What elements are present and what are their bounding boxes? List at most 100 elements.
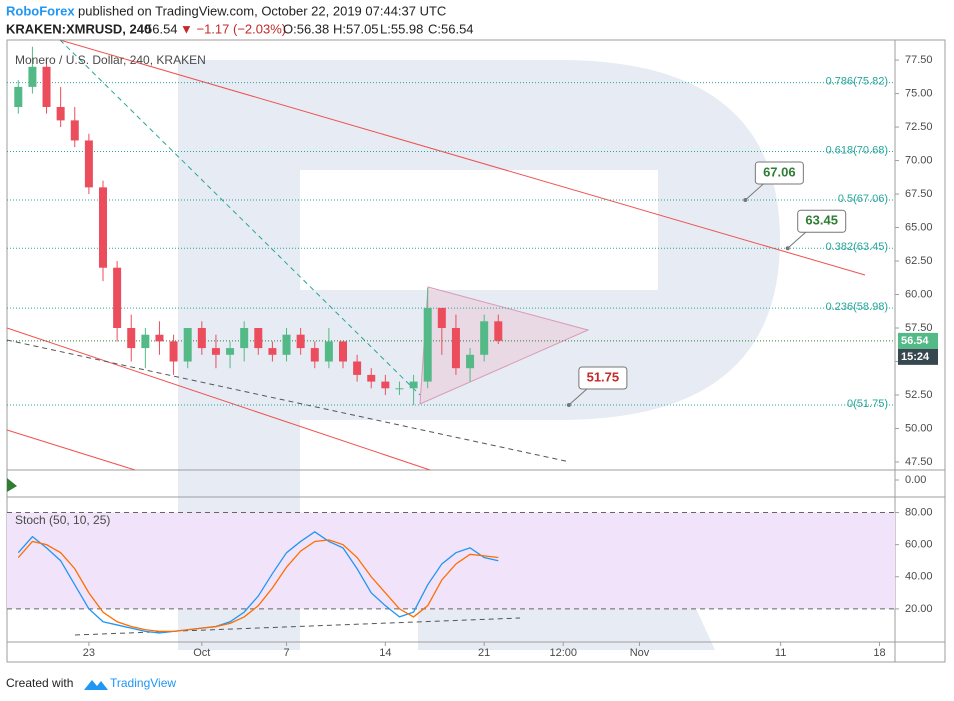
callout-anchor bbox=[566, 403, 571, 408]
stoch-band bbox=[7, 512, 895, 609]
candle-body bbox=[127, 328, 136, 349]
header-close: C:56.54 bbox=[428, 21, 474, 36]
header-high: H:57.05 bbox=[333, 21, 379, 36]
y-tick-label: 47.50 bbox=[905, 456, 933, 468]
last-price-label: 56.54 bbox=[901, 335, 929, 347]
candle-body bbox=[183, 328, 192, 362]
candle-body bbox=[381, 381, 390, 389]
candle-body bbox=[268, 348, 277, 355]
callout-label: 63.45 bbox=[805, 213, 838, 228]
stoch-title: Stoch (50, 10, 25) bbox=[15, 513, 110, 527]
header-low: L:55.98 bbox=[380, 21, 423, 36]
published: published on TradingView.com, October 22… bbox=[78, 3, 446, 18]
y-tick-label: 57.50 bbox=[905, 322, 933, 334]
y-tick-label: 0.00 bbox=[905, 474, 926, 486]
fib-label: 0.786(75.82) bbox=[826, 76, 888, 88]
stoch-line bbox=[17, 539, 499, 633]
callout-box bbox=[797, 209, 847, 233]
x-tick-label: Nov bbox=[630, 647, 650, 659]
callout-anchor bbox=[785, 246, 790, 251]
logo bbox=[84, 680, 108, 690]
footer-brand: TradingView bbox=[110, 676, 176, 690]
x-tick-label: 14 bbox=[379, 647, 391, 659]
y-tick-label: 77.50 bbox=[905, 54, 933, 66]
callout-label: 51.75 bbox=[587, 369, 620, 384]
candle-body bbox=[451, 328, 460, 369]
candle-body bbox=[28, 66, 37, 87]
author: RoboForex bbox=[6, 3, 75, 18]
candle-body bbox=[84, 140, 93, 188]
candle-body bbox=[367, 374, 376, 382]
fib-label: 0.382(63.45) bbox=[826, 241, 888, 253]
fib-label: 0.5(67.06) bbox=[838, 193, 888, 205]
x-tick-label: 12:00 bbox=[549, 647, 577, 659]
candle-body bbox=[240, 328, 249, 349]
candle-body bbox=[14, 86, 23, 107]
candle-body bbox=[395, 388, 404, 390]
callout-box bbox=[754, 161, 804, 185]
candle-body bbox=[282, 334, 291, 355]
y-tick-label: 60.00 bbox=[905, 288, 933, 300]
candle-body bbox=[353, 361, 362, 375]
candle-body bbox=[480, 321, 489, 355]
y-tick-label: 20.00 bbox=[905, 603, 933, 615]
x-tick-label: 18 bbox=[873, 647, 885, 659]
y-tick-label: 50.00 bbox=[905, 422, 933, 434]
candle-body bbox=[99, 187, 107, 268]
chart-title: Monero / U.S. Dollar, 240, KRAKEN bbox=[15, 53, 206, 67]
countdown: 15:24 bbox=[901, 351, 930, 363]
x-tick-label: 7 bbox=[283, 647, 289, 659]
y-tick-label: 65.00 bbox=[905, 221, 933, 233]
header-open: O:56.38 bbox=[283, 21, 329, 36]
footer-text: Created with bbox=[6, 676, 73, 690]
candle-body bbox=[339, 341, 347, 362]
header-change: ▼ −1.17 (−2.03%) bbox=[180, 21, 286, 36]
candle-body bbox=[409, 381, 418, 389]
y-tick-label: 60.00 bbox=[905, 539, 933, 551]
last-price-box bbox=[898, 332, 938, 349]
fib-label: 0.618(70.68) bbox=[826, 144, 888, 156]
candle-body bbox=[423, 307, 432, 382]
candle-body bbox=[141, 334, 150, 349]
candle-body bbox=[324, 341, 333, 362]
candle-body bbox=[226, 348, 235, 355]
callout-pointer bbox=[787, 231, 807, 249]
candle-body bbox=[310, 348, 319, 362]
y-tick-label: 52.50 bbox=[905, 389, 933, 401]
candle-body bbox=[437, 307, 446, 329]
header-price: 56.54 bbox=[145, 21, 178, 36]
y-tick-label: 40.00 bbox=[905, 571, 933, 583]
candle-body bbox=[42, 66, 51, 107]
x-tick-label: 21 bbox=[478, 647, 490, 659]
y-tick-label: 62.50 bbox=[905, 255, 933, 267]
candle-body bbox=[211, 348, 220, 355]
candle-body bbox=[155, 334, 164, 342]
candle-body bbox=[494, 321, 503, 341]
stoch-line bbox=[17, 531, 499, 634]
candle-body bbox=[113, 267, 122, 329]
countdown-box bbox=[898, 348, 938, 365]
y-tick-label: 67.50 bbox=[905, 188, 933, 200]
callout-label: 67.06 bbox=[763, 164, 796, 179]
fib-label: 0.236(58.98) bbox=[826, 301, 888, 313]
y-tick-label: 70.00 bbox=[905, 154, 933, 166]
callout-box bbox=[578, 366, 628, 390]
y-tick-label: 72.50 bbox=[905, 121, 933, 133]
callout-anchor bbox=[743, 197, 748, 202]
symbol: KRAKEN:XMRUSD, 240 bbox=[6, 21, 151, 36]
callout-pointer bbox=[745, 183, 764, 201]
y-tick-label: 80.00 bbox=[905, 506, 933, 518]
fib-label: 0(51.75) bbox=[847, 398, 888, 410]
x-tick-label: 11 bbox=[775, 647, 786, 659]
candle-body bbox=[466, 354, 475, 369]
x-tick-label: Oct bbox=[193, 647, 210, 659]
x-tick-label: 23 bbox=[83, 647, 95, 659]
y-tick-label: 75.00 bbox=[905, 87, 933, 99]
candle-body bbox=[56, 106, 65, 121]
candle-body bbox=[254, 328, 263, 349]
candle-body bbox=[296, 334, 305, 349]
candle-body bbox=[169, 341, 178, 362]
candle-body bbox=[70, 120, 79, 141]
candle-body bbox=[197, 328, 206, 349]
